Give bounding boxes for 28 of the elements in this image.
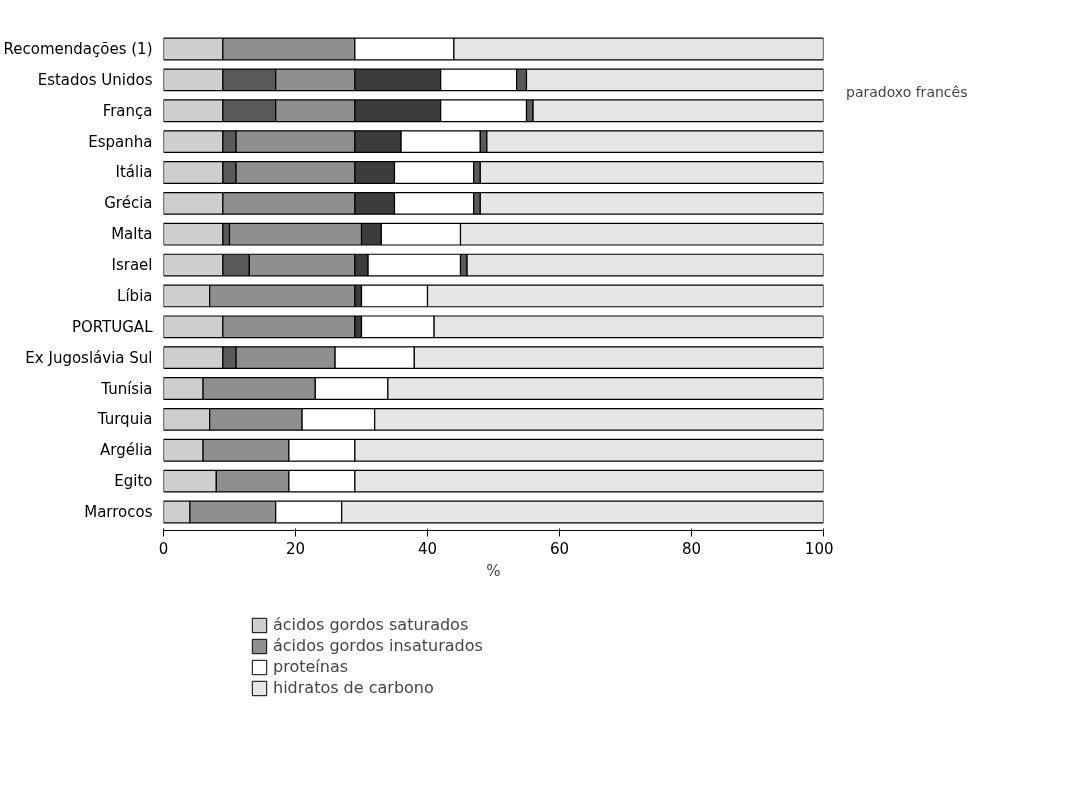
y-tick-label: PORTUGAL <box>71 317 154 336</box>
x-tick-label: 80 <box>681 539 702 558</box>
y-tick-label: Ex Jugoslávia Sul <box>25 348 153 367</box>
x-axis-title: % <box>486 561 501 580</box>
y-tick-label: Israel <box>111 256 153 275</box>
y-tick-label: Argélia <box>100 441 153 460</box>
x-tick-label: 0 <box>158 539 169 558</box>
legend-label: ácidos gordos insaturados <box>273 636 483 655</box>
y-tick-label: Espanha <box>88 132 153 151</box>
x-tick-label: 40 <box>417 539 438 558</box>
y-tick-label: Tunísia <box>100 379 153 398</box>
y-tick-label: França <box>102 101 153 120</box>
y-tick-label: Recomendações (1) <box>3 40 153 59</box>
y-tick-label: Turquia <box>96 410 153 429</box>
y-tick-label: Marrocos <box>84 502 153 521</box>
y-tick-label: Egito <box>114 472 153 491</box>
text: paradoxo francês <box>846 84 968 101</box>
legend-label: hidratos de carbono <box>273 678 434 697</box>
legend-label: ácidos gordos saturados <box>273 615 469 634</box>
y-tick-label: Malta <box>111 225 153 244</box>
y-tick-label: Grécia <box>104 194 153 213</box>
x-tick-label: 100 <box>804 539 834 558</box>
y-tick-label: Líbia <box>117 286 153 305</box>
x-tick-label: 60 <box>549 539 570 558</box>
y-tick-label: Itália <box>115 163 153 182</box>
legend-label: proteínas <box>273 657 349 676</box>
y-tick-label: Estados Unidos <box>37 70 153 89</box>
x-tick-label: 20 <box>285 539 306 558</box>
